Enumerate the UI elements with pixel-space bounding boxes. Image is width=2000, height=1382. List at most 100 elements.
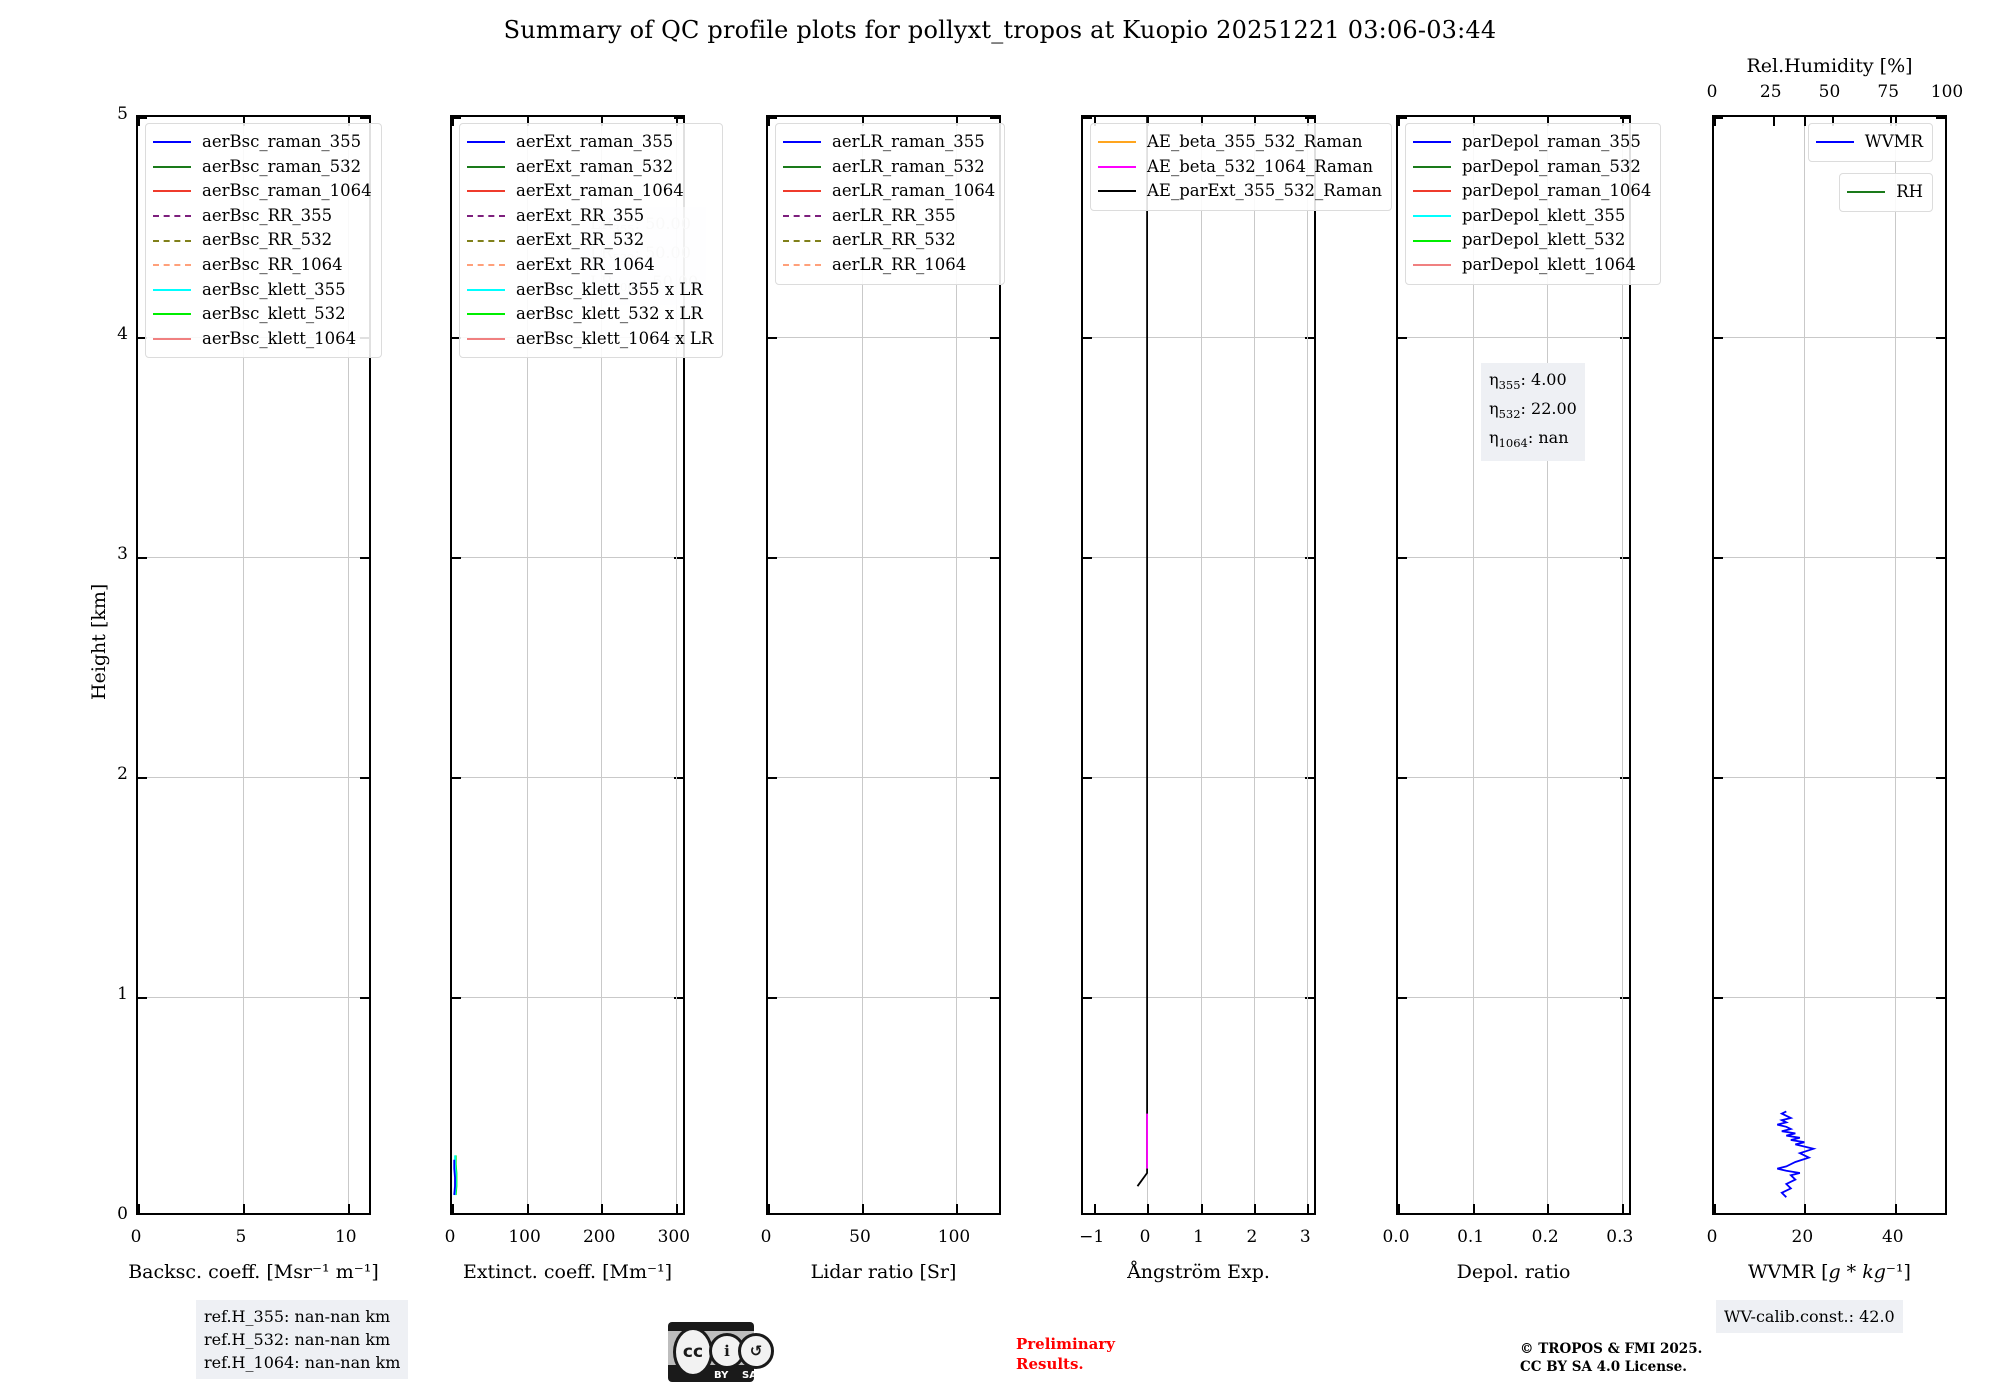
legend-item[interactable]: aerLR_raman_1064 (783, 179, 995, 204)
legend-item[interactable]: aerBsc_klett_532 (153, 302, 372, 327)
legend-label: aerLR_RR_1064 (832, 254, 967, 274)
x-tick (601, 1204, 604, 1213)
legend-item[interactable]: AE_beta_532_1064_Raman (1098, 155, 1382, 180)
y-tick (360, 997, 369, 999)
legend-item[interactable]: aerBsc_raman_1064 (153, 179, 372, 204)
legend-item[interactable]: RH (1847, 180, 1923, 205)
legend-item[interactable]: parDepol_raman_532 (1413, 155, 1651, 180)
x-tick (1093, 1204, 1096, 1213)
legend-item[interactable]: aerBsc_klett_1064 (153, 327, 372, 352)
gridline-h (1398, 777, 1629, 778)
preliminary-results-note: Preliminary Results. (1016, 1335, 1115, 1373)
legend-item[interactable]: aerExt_RR_1064 (467, 253, 713, 278)
x-tick (1472, 1204, 1475, 1213)
legend-item[interactable]: WVMR (1815, 130, 1923, 155)
top-tick-label: 25 (1759, 82, 1782, 102)
y-tick (138, 117, 147, 119)
legend-item[interactable]: aerExt_raman_532 (467, 155, 713, 180)
top-axis-label: Rel.Humidity [%] (1746, 55, 1913, 77)
y-tick-label: 2 (117, 764, 128, 784)
y-tick (990, 777, 999, 779)
gridline-v (1894, 117, 1896, 1213)
gridline-h (138, 557, 369, 558)
legend-item[interactable]: aerBsc_raman_532 (153, 155, 372, 180)
legend-swatch-green (1847, 191, 1886, 194)
legend-label: aerLR_raman_532 (832, 156, 985, 176)
legend-swatch-red (467, 190, 505, 193)
y-tick (138, 997, 147, 999)
gridline-h (1714, 337, 1945, 338)
x-tick (242, 117, 245, 126)
axes-angstrom (1081, 115, 1316, 1215)
legend-item[interactable]: aerLR_RR_355 (783, 204, 995, 229)
legend-item[interactable]: aerBsc_RR_355 (153, 204, 372, 229)
plot-panel-backscatter: 0 1 2 3 4 5 0 5 10 Backsc. coeff. [Msr⁻¹ m⁻¹] aerB… (117, 104, 382, 1283)
x-tick (1398, 1204, 1400, 1213)
y-tick (990, 117, 999, 119)
legend-item[interactable]: parDepol_raman_355 (1413, 130, 1651, 155)
legend-item[interactable]: AE_parExt_355_532_Raman (1098, 179, 1382, 204)
x-axis-label-angstrom: Ångström Exp. (1127, 1261, 1270, 1283)
legend-swatch-green (153, 165, 191, 168)
legend-item[interactable]: parDepol_klett_1064 (1413, 253, 1651, 278)
y-tick (1620, 997, 1629, 999)
legend-label: aerExt_raman_355 (516, 132, 674, 151)
y-tick (1936, 997, 1945, 999)
gridline-h (1398, 337, 1629, 338)
legend-item[interactable]: parDepol_klett_532 (1413, 228, 1651, 253)
legend-item[interactable]: AE_beta_355_532_Raman (1098, 130, 1382, 155)
legend-item[interactable]: aerBsc_raman_355 (153, 130, 372, 155)
y-tick (360, 777, 369, 779)
plot-panel-depol: 0.0 0.1 0.2 0.3 Depol. ratio parDepol_raman_3… (1382, 115, 1662, 1283)
legend-swatch-lime (1413, 239, 1451, 242)
legend-item[interactable]: aerBsc_klett_532 x LR (467, 302, 713, 327)
legend-item[interactable]: aerBsc_klett_1064 x LR (467, 327, 713, 352)
x-tick-label: 20 (1791, 1227, 1814, 1247)
y-tick (1714, 557, 1723, 559)
cc-license-badge[interactable]: cc ℹ ↺ BY SA (668, 1322, 774, 1382)
legend-depol: parDepol_raman_355 parDepol_raman_532 parD… (1405, 123, 1662, 285)
y-tick (1083, 117, 1092, 119)
x-tick (768, 1204, 770, 1213)
legend-item[interactable]: aerBsc_RR_532 (153, 228, 372, 253)
gridline-h (1083, 777, 1314, 778)
legend-swatch-lightsalmon (153, 264, 191, 267)
gridline-v (1547, 117, 1549, 1213)
x-tick (1307, 1204, 1310, 1213)
legend-item[interactable]: aerLR_raman_532 (783, 155, 995, 180)
legend-item[interactable]: aerExt_raman_355 (467, 130, 713, 155)
legend-item[interactable]: aerExt_RR_532 (467, 228, 713, 253)
legend-angstrom: AE_beta_355_532_Raman AE_beta_532_1064_Ra… (1090, 123, 1392, 211)
y-tick-label: 4 (117, 324, 128, 344)
legend-item[interactable]: aerBsc_RR_1064 (153, 253, 372, 278)
y-tick (1714, 777, 1723, 779)
legend-swatch-blue (467, 141, 505, 144)
y-tick (452, 777, 461, 779)
legend-label: aerLR_raman_1064 (832, 181, 996, 201)
legend-label: aerBsc_RR_355 (202, 205, 333, 225)
y-tick (1398, 777, 1407, 779)
y-tick (768, 997, 777, 999)
y-tick (674, 777, 683, 779)
y-tick (1398, 337, 1407, 339)
legend-label: aerExt_RR_1064 (516, 254, 655, 274)
x-tick-label: 0 (1139, 1227, 1151, 1247)
y-tick (768, 557, 777, 559)
legend-item[interactable]: aerBsc_klett_355 x LR (467, 278, 713, 303)
legend-swatch-olive (153, 239, 191, 242)
legend-item[interactable]: aerLR_RR_532 (783, 228, 995, 253)
legend-item[interactable]: aerLR_raman_355 (783, 130, 995, 155)
legend-label: parDepol_raman_532 (1462, 156, 1641, 176)
gridline-h (768, 997, 999, 998)
legend-item[interactable]: aerExt_RR_355 (467, 204, 713, 229)
legend-swatch-magenta (1098, 165, 1136, 168)
x-tick (862, 1204, 864, 1213)
x-tick (956, 1204, 958, 1213)
gridline-h (1398, 557, 1629, 558)
legend-label: aerBsc_klett_1064 (202, 328, 357, 348)
legend-item[interactable]: aerExt_raman_1064 (467, 179, 713, 204)
legend-item[interactable]: aerBsc_klett_355 (153, 278, 372, 303)
legend-item[interactable]: parDepol_raman_1064 (1413, 179, 1651, 204)
legend-item[interactable]: parDepol_klett_355 (1413, 204, 1651, 229)
legend-item[interactable]: aerLR_RR_1064 (783, 253, 995, 278)
